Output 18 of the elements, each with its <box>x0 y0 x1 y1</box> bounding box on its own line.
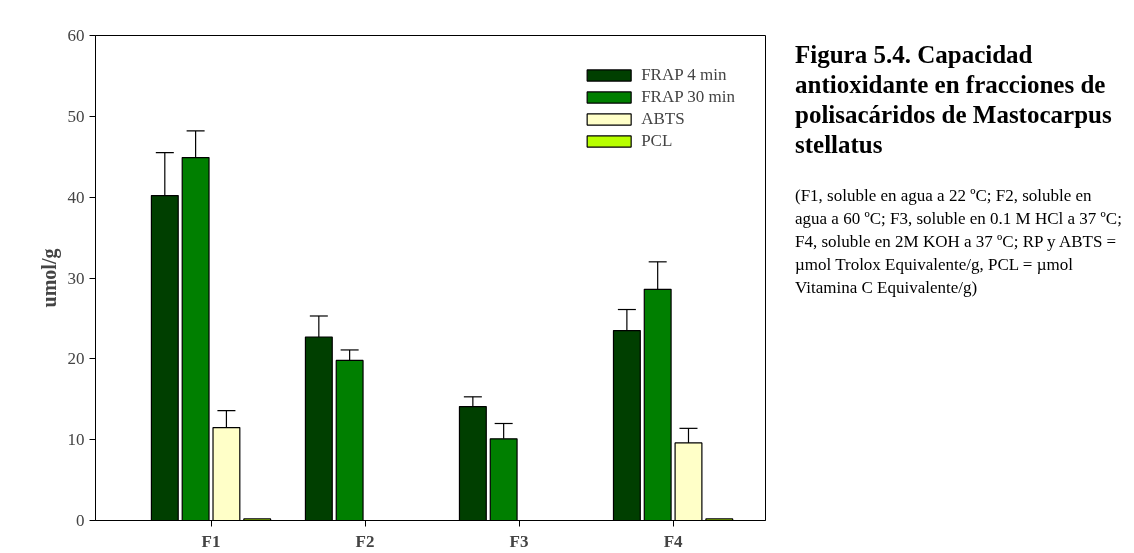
y-tick-label: 60 <box>67 26 85 45</box>
y-tick-label: 0 <box>76 511 85 530</box>
y-tick-label: 30 <box>67 268 85 288</box>
y-tick-label: 10 <box>67 430 85 450</box>
legend-label: PCL <box>641 131 673 151</box>
x-tick-label: F4 <box>663 531 684 551</box>
x-tick-label: F1 <box>201 531 221 551</box>
y-tick-label: 40 <box>67 187 85 207</box>
x-tick-label: F3 <box>509 531 529 551</box>
y-tick-label: 50 <box>67 106 85 126</box>
text: Figura 5.4. Capacidad antioxidante en fracciones de polisacáridos de Mastocarpus stellatus <box>795 40 1113 160</box>
legend-label: FRAP 30 min <box>641 87 735 107</box>
text: (F1, soluble en agua a 22 ºC; F2, soluble en agua a 60 ºC; F3, soluble en 0.1 M HCl a 37 ºC; F4, soluble en 2M KOH a 37 ºC; RP y ABTS = µmol Trolox Equivalente/g, PCL = µmol Vitamina C Equivalente/g) <box>795 185 1123 299</box>
x-tick-label: F2 <box>355 531 375 551</box>
legend-label: ABTS <box>641 109 685 129</box>
y-tick-label: 20 <box>67 349 85 369</box>
y-axis-title: umol/g <box>37 248 61 308</box>
legend-label: FRAP 4 min <box>641 65 727 85</box>
